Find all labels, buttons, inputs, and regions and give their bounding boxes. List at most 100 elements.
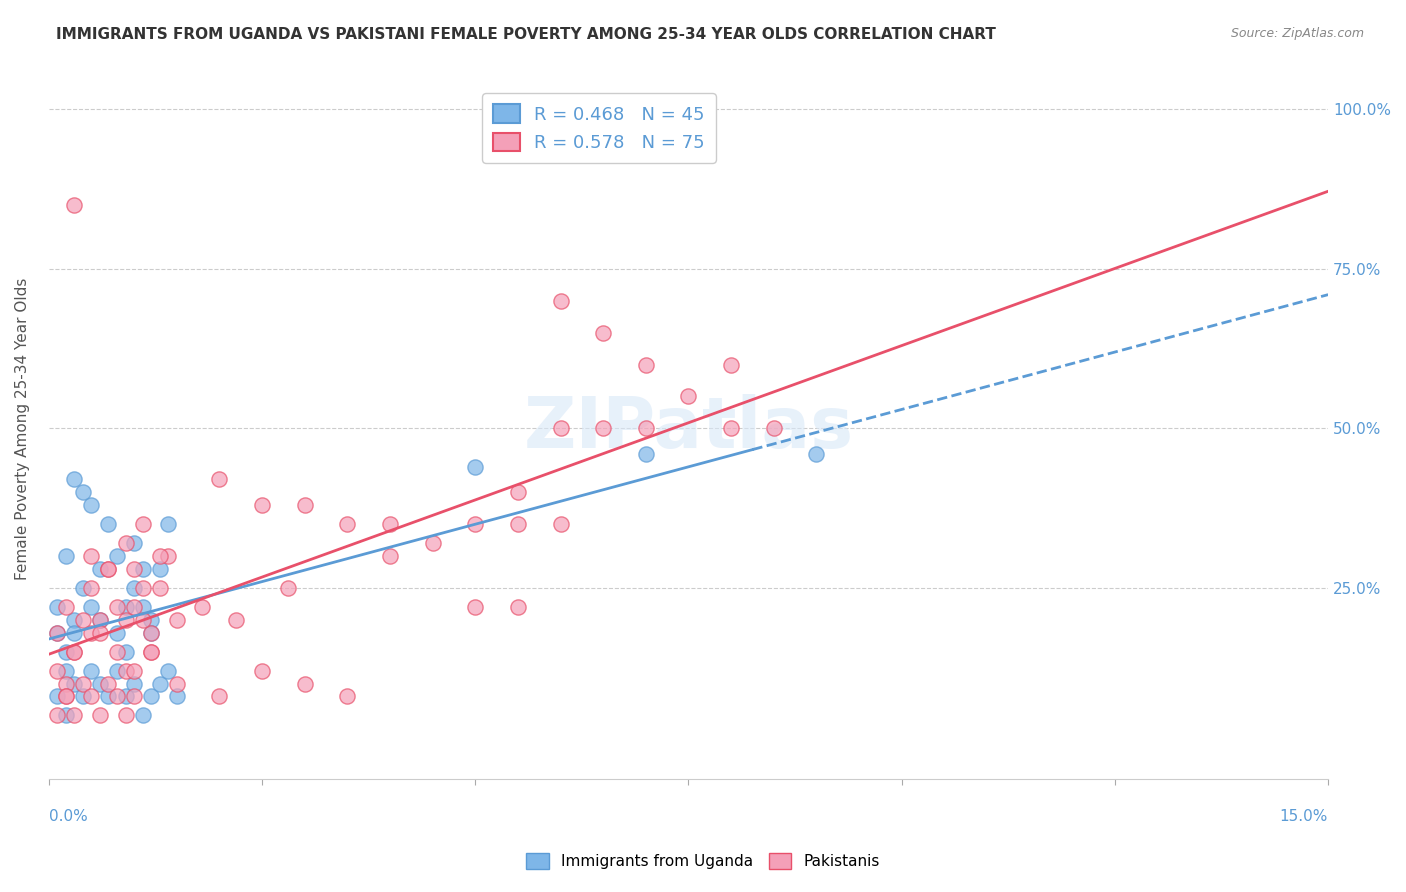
Legend: Immigrants from Uganda, Pakistanis: Immigrants from Uganda, Pakistanis	[520, 847, 886, 875]
Point	[80, 625, 103, 640]
Point	[122, 664, 145, 678]
Point	[63, 625, 86, 640]
Point	[250, 664, 273, 678]
Point	[55, 676, 77, 690]
Point	[250, 498, 273, 512]
Point	[139, 645, 162, 659]
Point	[72, 690, 94, 704]
Point	[131, 581, 153, 595]
Point	[122, 690, 145, 704]
Point	[80, 549, 103, 563]
Point	[114, 536, 136, 550]
Point	[277, 581, 299, 595]
Point	[149, 549, 172, 563]
Point	[378, 549, 401, 563]
Point	[149, 562, 172, 576]
Point	[89, 613, 111, 627]
Point	[550, 421, 572, 435]
Text: IMMIGRANTS FROM UGANDA VS PAKISTANI FEMALE POVERTY AMONG 25-34 YEAR OLDS CORRELA: IMMIGRANTS FROM UGANDA VS PAKISTANI FEMA…	[56, 27, 995, 42]
Point	[80, 498, 103, 512]
Point	[114, 664, 136, 678]
Point	[122, 676, 145, 690]
Point	[72, 485, 94, 500]
Legend: R = 0.468   N = 45, R = 0.578   N = 75: R = 0.468 N = 45, R = 0.578 N = 75	[482, 94, 716, 163]
Point	[55, 690, 77, 704]
Point	[294, 498, 316, 512]
Point	[55, 708, 77, 723]
Point	[55, 549, 77, 563]
Point	[139, 613, 162, 627]
Point	[105, 625, 128, 640]
Point	[208, 472, 231, 486]
Point	[46, 599, 69, 614]
Point	[131, 562, 153, 576]
Point	[139, 625, 162, 640]
Point	[80, 664, 103, 678]
Point	[114, 645, 136, 659]
Point	[122, 536, 145, 550]
Point	[378, 517, 401, 532]
Point	[114, 708, 136, 723]
Point	[72, 581, 94, 595]
Point	[63, 676, 86, 690]
Point	[97, 562, 120, 576]
Point	[105, 599, 128, 614]
Point	[89, 676, 111, 690]
Text: ZIPatlas: ZIPatlas	[523, 394, 853, 463]
Point	[634, 358, 657, 372]
Text: 15.0%: 15.0%	[1279, 809, 1329, 824]
Point	[46, 664, 69, 678]
Point	[139, 625, 162, 640]
Point	[55, 599, 77, 614]
Point	[105, 690, 128, 704]
Point	[122, 581, 145, 595]
Point	[63, 708, 86, 723]
Point	[89, 625, 111, 640]
Point	[80, 581, 103, 595]
Point	[336, 690, 359, 704]
Y-axis label: Female Poverty Among 25-34 Year Olds: Female Poverty Among 25-34 Year Olds	[15, 277, 30, 580]
Point	[46, 708, 69, 723]
Point	[114, 690, 136, 704]
Point	[506, 485, 529, 500]
Point	[464, 517, 486, 532]
Point	[506, 517, 529, 532]
Point	[131, 708, 153, 723]
Point	[294, 676, 316, 690]
Point	[63, 645, 86, 659]
Point	[114, 613, 136, 627]
Point	[139, 645, 162, 659]
Text: 0.0%: 0.0%	[49, 809, 87, 824]
Point	[97, 676, 120, 690]
Point	[464, 599, 486, 614]
Point	[131, 517, 153, 532]
Point	[464, 459, 486, 474]
Point	[157, 549, 180, 563]
Point	[55, 664, 77, 678]
Point	[225, 613, 247, 627]
Point	[46, 625, 69, 640]
Point	[550, 293, 572, 308]
Point	[720, 421, 742, 435]
Point	[208, 690, 231, 704]
Point	[46, 690, 69, 704]
Point	[131, 613, 153, 627]
Point	[114, 599, 136, 614]
Point	[55, 645, 77, 659]
Point	[72, 613, 94, 627]
Point	[46, 625, 69, 640]
Point	[97, 562, 120, 576]
Point	[157, 517, 180, 532]
Point	[63, 645, 86, 659]
Point	[806, 447, 828, 461]
Point	[191, 599, 214, 614]
Point	[80, 599, 103, 614]
Point	[506, 599, 529, 614]
Point	[422, 536, 444, 550]
Point	[131, 599, 153, 614]
Point	[63, 198, 86, 212]
Point	[80, 690, 103, 704]
Point	[634, 447, 657, 461]
Point	[97, 517, 120, 532]
Point	[63, 613, 86, 627]
